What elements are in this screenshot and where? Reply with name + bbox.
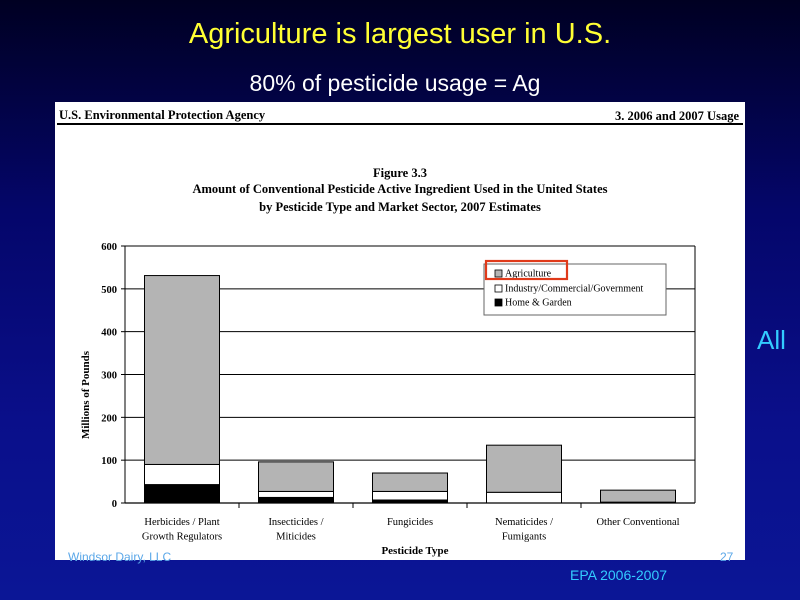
x-tick-label-herbicides-plant-growth-regulators-line-1: Herbicides / Plant (144, 517, 219, 528)
slide-number: 27 (720, 550, 734, 564)
y-tick-label-300: 300 (101, 371, 117, 382)
x-tick-label-other-conventional-line-1: Other Conventional (596, 517, 679, 528)
x-axis-title: Pesticide Type (381, 545, 448, 557)
figure-caption-line-2: by Pesticide Type and Market Sector, 200… (259, 200, 541, 214)
document-header-right: 3. 2006 and 2007 Usage (615, 109, 739, 123)
bar-fungicides-industry-commercial-government (372, 490, 448, 501)
bar-nematicides-fumigants-industry-commercial-government (486, 491, 562, 504)
document-header-left: U.S. Environmental Protection Agency (59, 108, 266, 122)
legend-label-agriculture: Agriculture (505, 269, 552, 280)
y-tick-label-600: 600 (101, 242, 117, 253)
y-tick-label-400: 400 (101, 328, 117, 339)
bar-insecticides-miticides-industry-commercial-government (258, 490, 334, 498)
figure-caption-line-1: Amount of Conventional Pesticide Active … (192, 182, 607, 196)
bar-nematicides-fumigants-agriculture (486, 444, 562, 493)
y-tick-label-500: 500 (101, 285, 117, 296)
legend-highlight-box (484, 259, 569, 281)
bar-insecticides-miticides-home-garden (258, 496, 334, 504)
legend-label-industry: Industry/Commercial/Government (505, 284, 644, 295)
bar-herbicides-plant-growth-regulators-agriculture (144, 275, 220, 465)
legend-label-home-garden: Home & Garden (505, 298, 572, 309)
x-tick-label-insecticides-miticides-line-1: Insecticides / (268, 517, 323, 528)
slide-title: Agriculture is largest user in U.S. (188, 18, 612, 50)
x-tick-label-nematicides-fumigants-line-1: Nematicides / (495, 517, 553, 528)
side-note-all: All (757, 325, 786, 355)
figure-svg: U.S. Environmental Protection Agency 3. … (57, 108, 743, 557)
x-tick-label-nematicides-fumigants-line-2: Fumigants (502, 532, 546, 543)
x-tick-label-insecticides-miticides-line-2: Miticides (276, 532, 316, 543)
source-citation: EPA 2006-2007 (570, 567, 668, 583)
chart-legend: Agriculture Industry/Commercial/Governme… (483, 259, 667, 316)
figure-label: Figure 3.3 (373, 166, 427, 180)
x-tick-label-herbicides-plant-growth-regulators-line-2: Growth Regulators (142, 532, 222, 543)
y-tick-label-0: 0 (112, 499, 117, 510)
bar-herbicides-plant-growth-regulators-home-garden (144, 484, 220, 504)
legend-swatch-home-garden (494, 298, 503, 307)
bar-fungicides-agriculture (372, 472, 448, 492)
y-axis-title: Millions of Pounds (80, 350, 92, 439)
legend-box (483, 263, 667, 316)
slide-subtitle: 80% of pesticide usage = Ag (249, 70, 541, 96)
y-tick-label-100: 100 (101, 456, 117, 467)
chart-plot-area: 0 100 200 300 400 500 600 Herbicides / Plant Gro… (101, 242, 696, 543)
bar-other-conventional-agriculture (600, 489, 676, 503)
x-tick-label-fungicides-line-1: Fungicides (387, 517, 433, 528)
bar-herbicides-plant-growth-regulators-industry-commercial-government (144, 463, 220, 486)
legend-swatch-industry (494, 284, 503, 293)
footer-left: Windsor Dairy, LLC (68, 550, 172, 564)
legend-swatch-agriculture (494, 269, 503, 278)
y-tick-label-200: 200 (101, 413, 117, 424)
epa-document-figure: U.S. Environmental Protection Agency 3. … (55, 102, 745, 560)
bar-insecticides-miticides-agriculture (258, 461, 334, 492)
